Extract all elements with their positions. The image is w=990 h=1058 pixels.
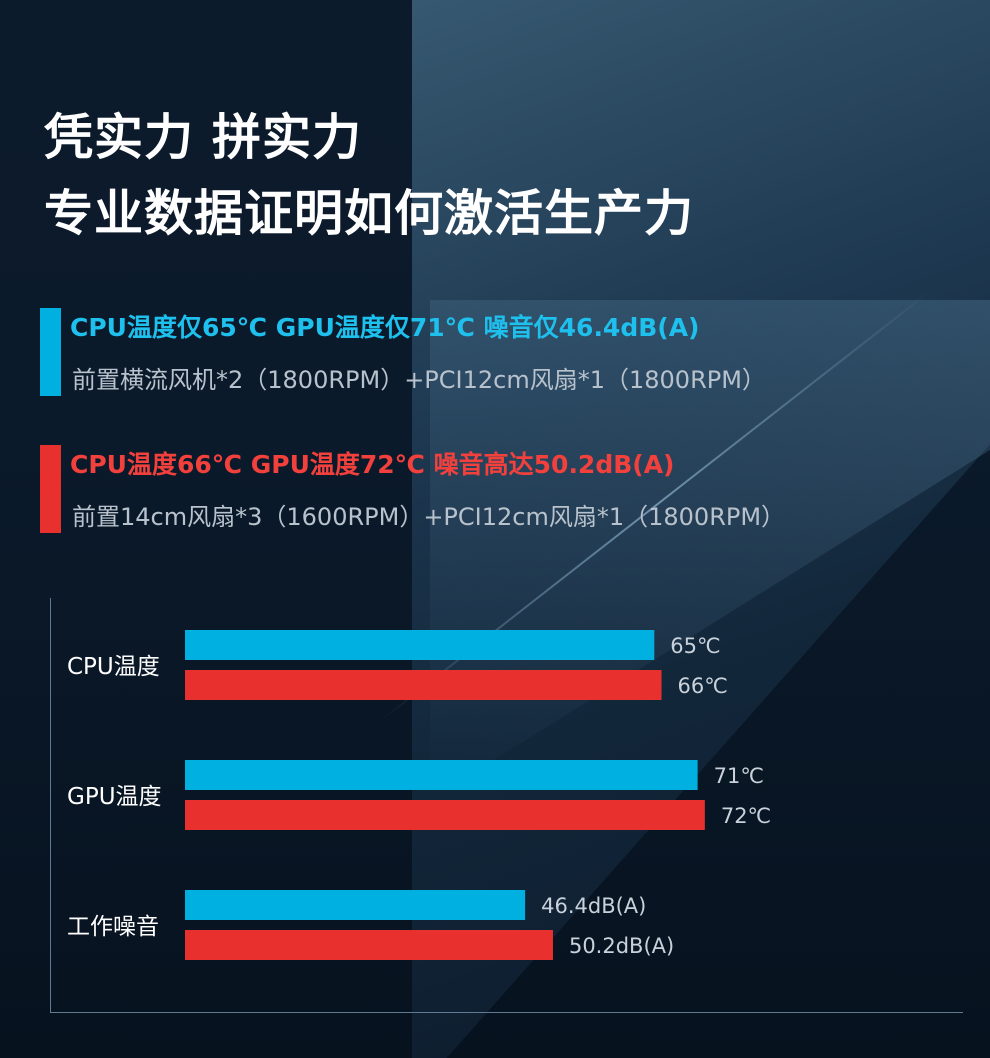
headline-line-2: 专业数据证明如何激活生产力 (44, 185, 695, 242)
category-label: GPU温度 (67, 784, 162, 810)
spec-color-bar-blue (40, 308, 61, 396)
spec-subtitle-red: 前置14cm风扇*3（1600RPM）+PCI12cm风扇*1（1800RPM） (72, 503, 786, 531)
bar-blue (185, 630, 655, 660)
spec-title-blue: CPU温度仅65℃ GPU温度仅71℃ 噪音仅46.4dB(A) (70, 313, 700, 342)
category-label: 工作噪音 (67, 914, 159, 940)
headline: 凭实力 拼实力 专业数据证明如何激活生产力 (44, 100, 694, 252)
chart-frame: CPU温度 65℃ 66℃ GPU温度 71℃ 72℃ 工作噪音 46.4dB(A) 50.2d… (50, 598, 963, 1013)
headline-line-1: 凭实力 拼实力 (44, 109, 363, 166)
bar-blue (185, 890, 526, 920)
spec-subtitle-blue: 前置横流风机*2（1800RPM）+PCI12cm风扇*1（1800RPM） (72, 366, 766, 394)
data-label: 65℃ (670, 634, 720, 658)
data-label: 46.4dB(A) (541, 894, 646, 918)
bar-red (185, 670, 662, 700)
data-label: 66℃ (678, 674, 728, 698)
bar-red (185, 800, 705, 830)
data-label: 72℃ (721, 804, 771, 828)
data-label: 50.2dB(A) (569, 934, 674, 958)
comparison-bar-chart: CPU温度 65℃ 66℃ GPU温度 71℃ 72℃ 工作噪音 46.4dB(A) 50.2d… (67, 630, 771, 960)
spec-color-bar-red (40, 445, 61, 533)
data-label: 71℃ (714, 764, 764, 788)
bar-blue (185, 760, 698, 790)
category-label: CPU温度 (67, 654, 160, 680)
bar-red (185, 930, 553, 960)
spec-title-red: CPU温度66℃ GPU温度72℃ 噪音高达50.2dB(A) (70, 450, 675, 479)
